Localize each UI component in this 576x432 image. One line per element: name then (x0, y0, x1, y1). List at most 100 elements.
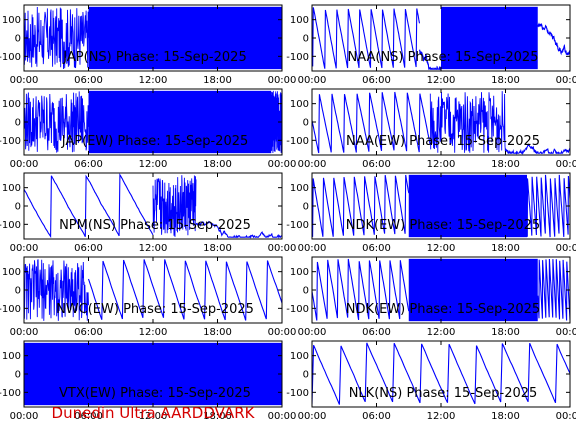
y-tick-label: 100 (2, 183, 21, 194)
y-tick-label: 100 (290, 267, 309, 278)
x-tick-label: 06:00 (74, 159, 103, 170)
y-tick-label: -100 (286, 388, 309, 399)
y-tick-label: -100 (0, 52, 21, 63)
y-tick-label: 0 (303, 286, 309, 297)
y-tick-label: -100 (286, 52, 309, 63)
x-tick-label: 00:00 (298, 327, 327, 338)
phase-trace (537, 22, 570, 56)
y-tick-label: 0 (15, 202, 21, 213)
phase-series-7 (312, 258, 570, 322)
y-tick-label: 0 (15, 34, 21, 45)
x-tick-label: 06:00 (362, 75, 391, 86)
phase-trace (526, 174, 570, 238)
phase-trace (312, 91, 431, 154)
chart-panel-7: 100 0 -100 00:00 06:00 12:00 18:00 00:00 NDK(EW)… (286, 256, 576, 338)
x-tick-label: 18:00 (203, 159, 232, 170)
chart-panel-0: 100 0 -100 00:00 06:00 12:00 18:00 00:00 JAP(NS)… (0, 4, 297, 86)
x-tick-label: 12:00 (427, 75, 456, 86)
phase-series-5 (312, 174, 570, 238)
phase-trace (270, 90, 282, 154)
phase-trace (504, 143, 570, 155)
y-tick-label: -100 (0, 220, 21, 231)
y-tick-label: 100 (290, 15, 309, 26)
phase-fill-band (88, 90, 272, 154)
x-tick-label: 12:00 (139, 75, 168, 86)
y-tick-label: 100 (2, 351, 21, 362)
chart-panel-3: 100 0 -100 00:00 06:00 12:00 18:00 00:00 NAA(EW)… (286, 88, 576, 170)
phase-trace (312, 7, 421, 69)
x-tick-label: 18:00 (491, 327, 520, 338)
chart-title: NDK(EW) Phase: 15-Sep-2025 (346, 218, 540, 233)
phase-fill-band (24, 342, 282, 406)
chart-title: VTX(EW) Phase: 15-Sep-2025 (59, 386, 251, 401)
x-tick-label: 06:00 (74, 411, 103, 422)
x-tick-label: 12:00 (427, 243, 456, 254)
chart-title: NAA(EW) Phase: 15-Sep-2025 (346, 134, 540, 149)
x-tick-label: 06:00 (362, 411, 391, 422)
chart-panel-9: 100 0 -100 00:00 06:00 12:00 18:00 00:00 NLK(NS)… (286, 340, 576, 422)
chart-panel-2: 100 0 -100 00:00 06:00 12:00 18:00 00:00 JAP(EW)… (0, 88, 297, 170)
y-tick-label: 100 (290, 183, 309, 194)
chart-title: JAP(EW) Phase: 15-Sep-2025 (61, 134, 249, 149)
y-tick-label: 0 (303, 118, 309, 129)
x-tick-label: 18:00 (491, 243, 520, 254)
x-tick-label: 12:00 (139, 159, 168, 170)
phase-series-4 (24, 173, 282, 239)
chart-panel-6: 100 0 -100 00:00 06:00 12:00 18:00 00:00 NWC(EW)… (0, 256, 296, 338)
x-tick-label: 06:00 (362, 243, 391, 254)
x-tick-label: 00:00 (10, 411, 39, 422)
phase-trace (312, 174, 410, 237)
y-tick-label: -100 (0, 304, 21, 315)
phase-trace (24, 259, 89, 321)
y-tick-label: 0 (15, 370, 21, 381)
chart-title: NLK(NS) Phase: 15-Sep-2025 (349, 386, 538, 401)
phase-trace (312, 258, 410, 321)
y-tick-label: -100 (286, 136, 309, 147)
x-tick-label: 12:00 (139, 411, 168, 422)
chart-title: NPM(NS) Phase: 15-Sep-2025 (59, 218, 251, 233)
phase-trace (418, 49, 442, 71)
x-tick-label: 06:00 (74, 75, 103, 86)
chart-panel-1: 100 0 -100 00:00 06:00 12:00 18:00 00:00 NAA(NS)… (286, 4, 576, 86)
y-tick-label: 100 (2, 267, 21, 278)
y-tick-label: -100 (0, 388, 21, 399)
x-tick-label: 00:00 (10, 327, 39, 338)
phase-trace (195, 220, 282, 239)
x-tick-label: 00:00 (556, 411, 576, 422)
phase-trace (24, 173, 154, 239)
x-tick-label: 00:00 (298, 75, 327, 86)
phase-fill-band (441, 6, 538, 70)
x-tick-label: 12:00 (427, 327, 456, 338)
x-tick-label: 06:00 (74, 327, 103, 338)
y-tick-label: 0 (303, 370, 309, 381)
x-tick-label: 00:00 (298, 411, 327, 422)
phase-trace (537, 258, 570, 321)
phase-series-3 (312, 91, 570, 155)
chart-title: JAP(NS) Phase: 15-Sep-2025 (62, 50, 246, 65)
y-tick-label: -100 (286, 304, 309, 315)
x-tick-label: 00:00 (268, 75, 297, 86)
x-tick-label: 06:00 (362, 159, 391, 170)
phase-series-1 (312, 6, 570, 71)
phase-trace (24, 6, 89, 70)
x-tick-label: 00:00 (556, 327, 576, 338)
phase-series-0 (24, 6, 282, 70)
x-tick-label: 18:00 (203, 75, 232, 86)
y-tick-label: 100 (290, 99, 309, 110)
x-tick-label: 00:00 (556, 75, 576, 86)
y-tick-label: -100 (286, 220, 309, 231)
x-tick-label: 00:00 (298, 243, 327, 254)
x-tick-label: 12:00 (139, 327, 168, 338)
phase-trace (24, 91, 89, 153)
chart-title: NAA(NS) Phase: 15-Sep-2025 (348, 50, 539, 65)
phase-trace (87, 259, 282, 321)
y-tick-label: 0 (15, 118, 21, 129)
phase-trace (312, 342, 570, 405)
x-tick-label: 12:00 (427, 411, 456, 422)
phase-fill-band (88, 6, 282, 70)
x-tick-label: 00:00 (10, 159, 39, 170)
x-tick-label: 18:00 (491, 75, 520, 86)
x-tick-label: 06:00 (74, 243, 103, 254)
x-tick-label: 00:00 (268, 159, 297, 170)
x-tick-label: 00:00 (268, 243, 297, 254)
